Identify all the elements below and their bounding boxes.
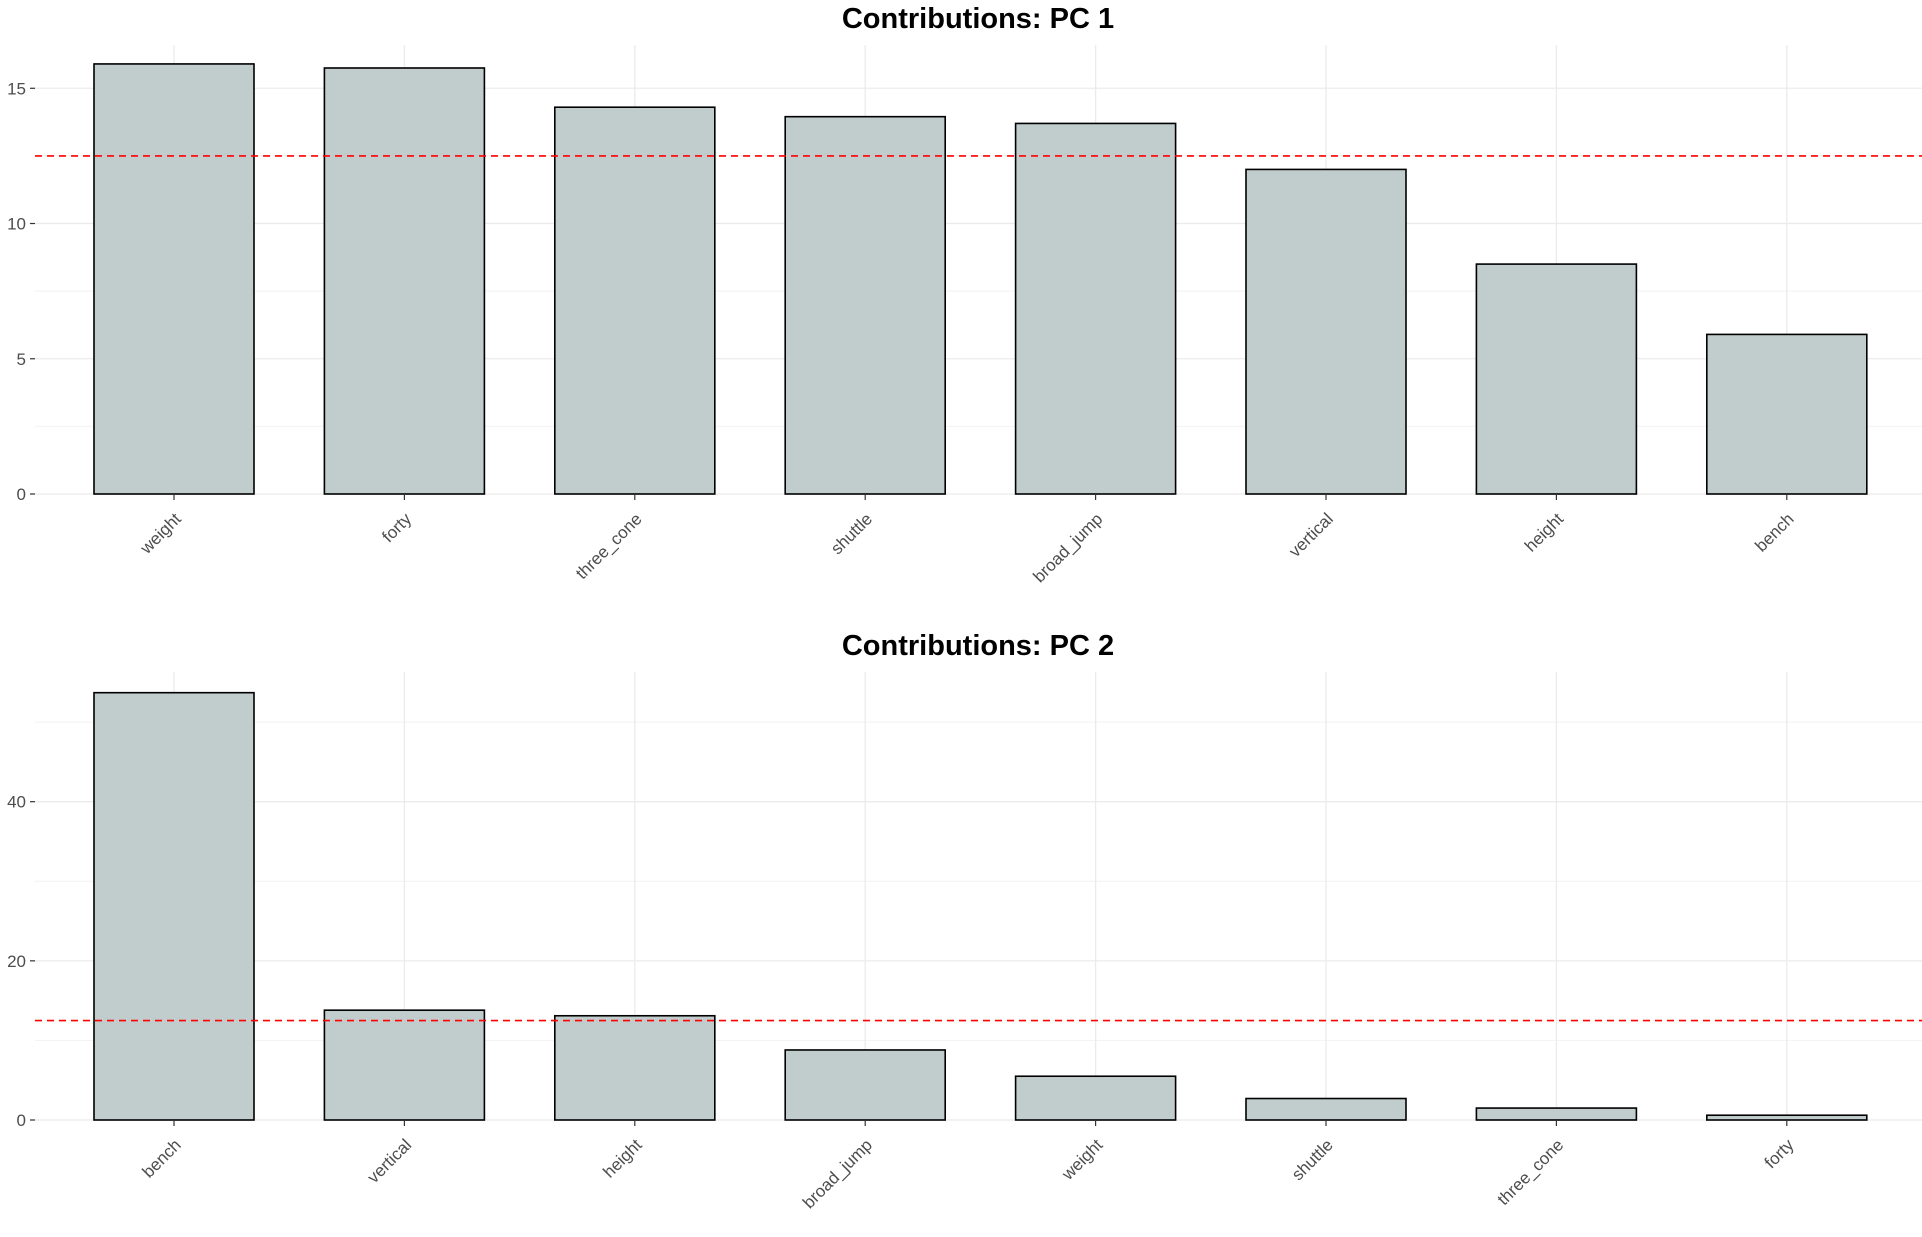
bar-weight bbox=[93, 63, 255, 495]
chart-panel-1: Contributions: PC 1 0 5 10 15 weight forty thre… bbox=[7, 3, 1922, 586]
bar-vertical bbox=[323, 1009, 486, 1121]
x-tick-label: shuttle bbox=[827, 509, 876, 558]
x-tick-label: bench bbox=[1751, 509, 1797, 555]
bar-weight bbox=[1014, 1075, 1177, 1121]
chart-panel-2: Contributions: PC 2 0 20 40 bench vertical hei… bbox=[7, 630, 1922, 1212]
chart-title: Contributions: PC 1 bbox=[842, 3, 1114, 35]
x-tick-label: broad_jump bbox=[1030, 509, 1107, 586]
bar-shuttle bbox=[1245, 1097, 1407, 1121]
x-tick-label: vertical bbox=[364, 1135, 416, 1187]
y-tick-label: 0 bbox=[17, 1111, 26, 1130]
bar-forty bbox=[1706, 1114, 1868, 1121]
bar-three_cone bbox=[553, 106, 716, 495]
x-tick-label: weight bbox=[1058, 1135, 1107, 1184]
x-tick-label: bench bbox=[139, 1135, 185, 1181]
x-tick-label: height bbox=[599, 1135, 645, 1181]
x-tick-label: forty bbox=[378, 509, 415, 546]
bar-bench bbox=[93, 691, 255, 1121]
y-tick-label: 40 bbox=[7, 793, 26, 812]
bar-shuttle bbox=[784, 115, 947, 495]
bar-vertical bbox=[1245, 168, 1407, 495]
bar-bench bbox=[1706, 333, 1868, 495]
bar-height bbox=[553, 1014, 716, 1121]
y-tick-label: 0 bbox=[17, 485, 26, 504]
x-tick-label: weight bbox=[136, 509, 185, 558]
chart-title: Contributions: PC 2 bbox=[842, 630, 1114, 662]
x-tick-label: forty bbox=[1761, 1135, 1798, 1172]
x-tick-label: three_cone bbox=[572, 509, 646, 583]
bar-broad_jump bbox=[1014, 122, 1177, 495]
x-tick-label: three_cone bbox=[1494, 1135, 1568, 1209]
bar-three_cone bbox=[1475, 1107, 1638, 1121]
bar-forty bbox=[323, 67, 486, 495]
x-tick-label: vertical bbox=[1285, 509, 1337, 561]
y-tick-label: 15 bbox=[7, 79, 26, 98]
x-tick-label: broad_jump bbox=[799, 1135, 876, 1212]
x-tick-label: shuttle bbox=[1288, 1135, 1337, 1184]
y-tick-label: 10 bbox=[7, 215, 26, 234]
bar-height bbox=[1475, 263, 1638, 495]
bar-broad_jump bbox=[784, 1049, 947, 1121]
y-tick-label: 5 bbox=[17, 350, 26, 369]
y-tick-label: 20 bbox=[7, 952, 26, 971]
x-tick-label: height bbox=[1521, 509, 1567, 555]
